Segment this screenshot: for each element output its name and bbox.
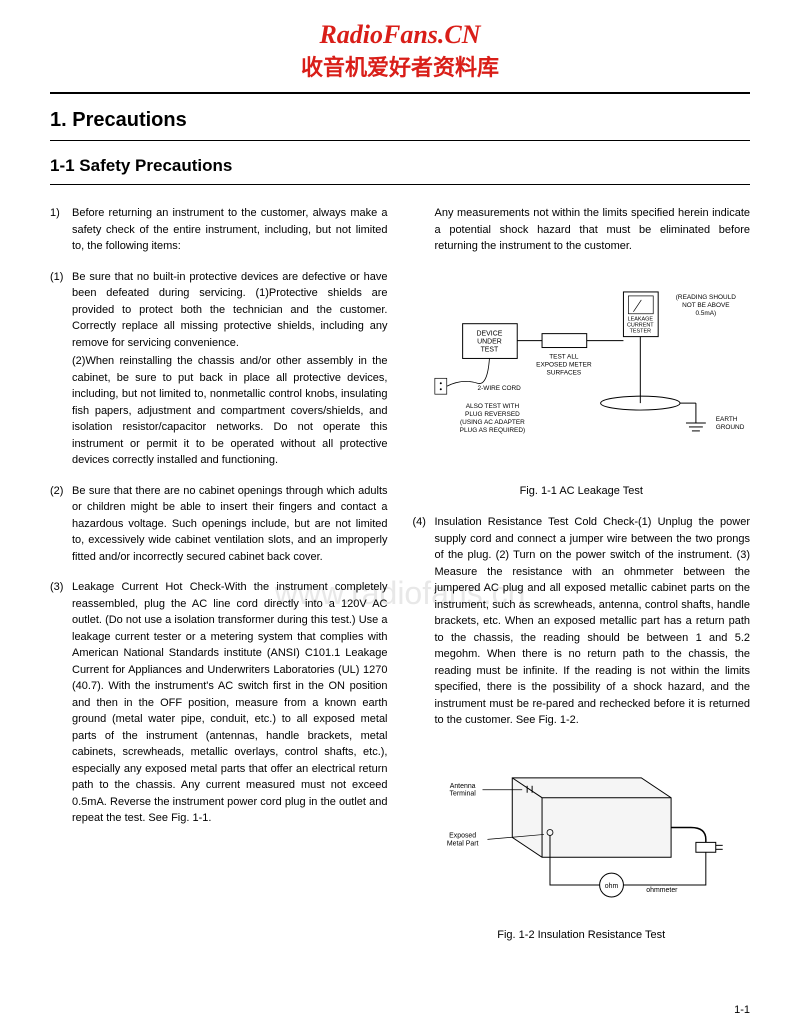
fig-2-caption: Fig. 1-2 Insulation Resistance Test: [413, 927, 751, 944]
site-header: RadioFans.CN 收音机爱好者资料库: [50, 20, 750, 82]
svg-text:DEVICE: DEVICE: [476, 330, 502, 337]
svg-text:2-WIRE CORD: 2-WIRE CORD: [477, 385, 521, 392]
item-text: Insulation Resistance Test Cold Check-(1…: [435, 514, 751, 729]
svg-text:TEST: TEST: [480, 346, 498, 353]
left-column: 1) Before returning an instrument to the…: [50, 205, 388, 959]
svg-text:ALSO TEST WITH: ALSO TEST WITH: [465, 403, 519, 410]
item-text: Leakage Current Hot Check-With the instr…: [72, 579, 388, 827]
svg-text:TEST ALL: TEST ALL: [549, 353, 579, 360]
intro-item: 1) Before returning an instrument to the…: [50, 205, 388, 255]
svg-text:Exposed: Exposed: [449, 832, 476, 839]
item-number: (1): [50, 269, 72, 469]
site-subtitle: 收音机爱好者资料库: [50, 50, 750, 82]
item-number: 1): [50, 205, 72, 255]
item-text-1: Be sure that no built-in protective devi…: [72, 269, 388, 352]
fig-2-diagram: Antenna Terminal Exposed Metal Part ohm …: [413, 758, 751, 907]
fig-1-diagram: DEVICE UNDER TEST TEST ALL EXPOSED METER…: [413, 284, 751, 463]
svg-text:Terminal: Terminal: [449, 790, 476, 797]
page-number: 1-1: [734, 1004, 750, 1016]
svg-text:PLUG REVERSED: PLUG REVERSED: [465, 411, 520, 418]
section-divider: [50, 140, 750, 141]
item-number: (4): [413, 514, 435, 729]
top-para: Any measurements not within the limits s…: [413, 205, 751, 255]
svg-text:EARTH: EARTH: [715, 415, 737, 422]
item-text: Before returning an instrument to the cu…: [72, 205, 388, 255]
svg-text:Metal Part: Metal Part: [446, 840, 478, 847]
precaution-item-1: (1) Be sure that no built-in protective …: [50, 269, 388, 469]
item-text: Be sure that there are no cabinet openin…: [72, 483, 388, 566]
svg-text:EXPOSED METER: EXPOSED METER: [536, 361, 592, 368]
svg-text:ohm: ohm: [604, 883, 618, 890]
precaution-item-4: (4) Insulation Resistance Test Cold Chec…: [413, 514, 751, 729]
precaution-item-3: (3) Leakage Current Hot Check-With the i…: [50, 579, 388, 827]
svg-text:PLUG AS REQUIRED): PLUG AS REQUIRED): [459, 426, 524, 433]
subsection-divider: [50, 184, 750, 185]
svg-text:(USING AC ADAPTER: (USING AC ADAPTER: [460, 418, 525, 425]
fig-1-caption: Fig. 1-1 AC Leakage Test: [413, 483, 751, 500]
section-title: 1. Precautions: [50, 109, 750, 132]
svg-text:GROUND: GROUND: [715, 423, 744, 430]
subsection-title: 1-1 Safety Precautions: [50, 156, 750, 176]
svg-text:Antenna: Antenna: [449, 782, 475, 789]
svg-text:TESTER: TESTER: [629, 328, 651, 334]
svg-text:UNDER: UNDER: [477, 338, 502, 345]
svg-text:NOT BE ABOVE: NOT BE ABOVE: [682, 301, 730, 308]
right-column: Any measurements not within the limits s…: [413, 205, 751, 959]
svg-text:(READING SHOULD: (READING SHOULD: [675, 293, 735, 300]
item-number: (3): [50, 579, 72, 827]
site-name: RadioFans.CN: [50, 20, 750, 50]
item-content: Be sure that no built-in protective devi…: [72, 269, 388, 469]
svg-text:0.5mA): 0.5mA): [695, 309, 716, 316]
svg-text:ohmmeter: ohmmeter: [646, 887, 678, 894]
main-divider: [50, 92, 750, 94]
content-columns: 1) Before returning an instrument to the…: [50, 205, 750, 959]
svg-text:SURFACES: SURFACES: [546, 369, 581, 376]
item-text-2: (2)When reinstalling the chassis and/or …: [72, 353, 388, 469]
item-number: (2): [50, 483, 72, 566]
precaution-item-2: (2) Be sure that there are no cabinet op…: [50, 483, 388, 566]
